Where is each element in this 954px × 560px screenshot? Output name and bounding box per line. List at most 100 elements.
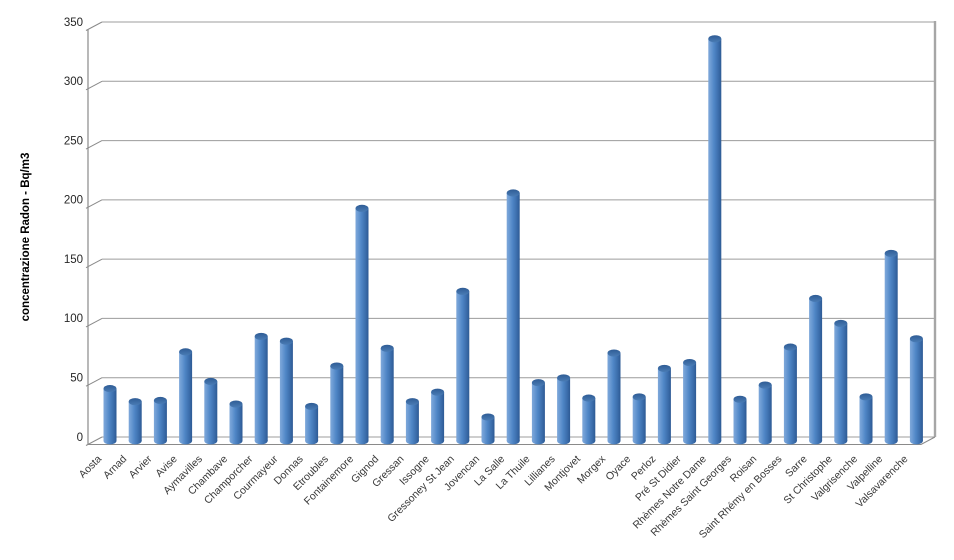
bar-top-cap bbox=[456, 287, 470, 295]
bar-top-cap bbox=[758, 381, 772, 389]
bar-la-salle bbox=[506, 189, 520, 445]
bar-body bbox=[884, 253, 898, 441]
bar-top-cap bbox=[632, 393, 646, 401]
y-tick-label-100: 100 bbox=[64, 313, 83, 325]
bar-top-cap bbox=[708, 35, 722, 43]
y-tick-label-250: 250 bbox=[64, 135, 83, 147]
bar-top-cap bbox=[305, 402, 319, 411]
bar-top-cap bbox=[834, 319, 848, 328]
bar-body bbox=[557, 377, 571, 441]
bar-top-cap bbox=[279, 337, 293, 345]
bar-body bbox=[783, 347, 797, 441]
bar-body bbox=[405, 401, 419, 441]
bar-top-cap bbox=[783, 343, 797, 351]
y-tick-label-300: 300 bbox=[64, 76, 83, 88]
bar-top-cap bbox=[582, 394, 596, 402]
bar-top-cap bbox=[657, 364, 671, 373]
bar-body bbox=[254, 336, 268, 441]
y-tick-label-200: 200 bbox=[64, 195, 83, 207]
bar-rh-mes-notre-dame bbox=[708, 35, 722, 445]
bar-body bbox=[380, 348, 394, 441]
category-label-aosta: Aosta bbox=[77, 453, 105, 481]
bar-body bbox=[305, 406, 319, 441]
bar-top-cap bbox=[405, 398, 419, 406]
bar-fontainemore bbox=[355, 204, 369, 445]
y-tick-mark-300 bbox=[85, 80, 103, 91]
bar-top-cap bbox=[179, 348, 193, 356]
bar-donnas bbox=[305, 402, 319, 445]
bar-body bbox=[506, 192, 520, 441]
bar-arnad bbox=[128, 398, 142, 445]
bar-top-cap bbox=[330, 362, 344, 370]
bar-aymavilles bbox=[204, 377, 218, 445]
y-tick-label-150: 150 bbox=[64, 254, 83, 266]
bar-la-thuile bbox=[531, 379, 545, 445]
bar-top-cap bbox=[557, 374, 571, 382]
bar-top-cap bbox=[229, 400, 243, 408]
y-tick-mark-150 bbox=[85, 258, 103, 269]
floor-front-edge bbox=[88, 436, 936, 446]
bar-top-cap bbox=[531, 379, 545, 387]
chart-3d-walls bbox=[85, 20, 937, 446]
bar-top-cap bbox=[153, 396, 167, 405]
bar-body bbox=[733, 399, 747, 441]
bar-valgrisenche bbox=[859, 393, 873, 445]
y-tick-label-50: 50 bbox=[70, 373, 83, 385]
bar-aosta bbox=[103, 385, 117, 445]
bar-body bbox=[153, 400, 167, 441]
category-label-morgex: Morgex bbox=[575, 453, 609, 487]
bar-top-cap bbox=[884, 249, 898, 258]
bar-st-christophe bbox=[834, 319, 848, 445]
bar-rh-mes-saint-georges bbox=[733, 395, 747, 445]
bar-morgex bbox=[607, 349, 621, 445]
bar-courmayeur bbox=[279, 337, 293, 445]
bar-top-cap bbox=[683, 358, 697, 367]
bar-top-cap bbox=[103, 385, 117, 393]
category-label-arnad: Arnad bbox=[101, 453, 129, 481]
bar-arvier bbox=[153, 396, 167, 445]
bar-gignod bbox=[380, 344, 394, 445]
bar-body bbox=[279, 341, 293, 441]
bar-avise bbox=[179, 348, 193, 445]
bar-saint-rh-my-en-bosses bbox=[783, 343, 797, 445]
bar-top-cap bbox=[204, 377, 218, 386]
bar-sarre bbox=[809, 294, 823, 445]
bar-top-cap bbox=[355, 204, 369, 212]
category-label-oyace: Oyace bbox=[603, 453, 633, 483]
bar-etroubles bbox=[330, 362, 344, 445]
bar-valsavarenche bbox=[909, 335, 923, 445]
bar-valpelline bbox=[884, 249, 898, 445]
bar-body bbox=[632, 396, 646, 441]
bar-body bbox=[229, 404, 243, 441]
bar-top-cap bbox=[481, 413, 495, 421]
bar-body bbox=[456, 291, 470, 441]
bar-top-cap bbox=[506, 189, 520, 197]
bar-body bbox=[355, 208, 369, 441]
y-axis-title: concentrazione Radon - Bq/m3 bbox=[20, 152, 32, 322]
bar-body bbox=[531, 382, 545, 441]
bar-body bbox=[330, 366, 344, 441]
bar-body bbox=[859, 396, 873, 441]
bar-gressoney-st-jean bbox=[456, 287, 470, 445]
bar-issogne bbox=[431, 388, 445, 445]
bar-top-cap bbox=[909, 335, 923, 343]
bar-perloz bbox=[657, 364, 671, 445]
category-label-arvier: Arvier bbox=[127, 453, 155, 481]
bar-top-cap bbox=[254, 332, 268, 341]
bar-oyace bbox=[632, 393, 646, 445]
bar-body bbox=[204, 381, 218, 441]
x-axis-category-labels: AostaArnadArvierAviseAymavillesChambaveC… bbox=[77, 453, 911, 541]
bar-body bbox=[909, 338, 923, 441]
bar-montjovet bbox=[582, 394, 596, 445]
bar-body bbox=[683, 362, 697, 441]
y-tick-mark-50 bbox=[85, 377, 103, 387]
bar-body bbox=[431, 392, 445, 441]
bar-top-cap bbox=[859, 393, 873, 401]
bar-pr-st-didier bbox=[683, 358, 697, 445]
y-tick-mark-250 bbox=[85, 140, 103, 150]
bar-top-cap bbox=[128, 398, 142, 406]
y-axis-tick-labels: 0 50 100 150 200 250 300 350 bbox=[64, 17, 83, 444]
radon-bar-series bbox=[103, 35, 923, 445]
bar-body bbox=[481, 417, 495, 441]
